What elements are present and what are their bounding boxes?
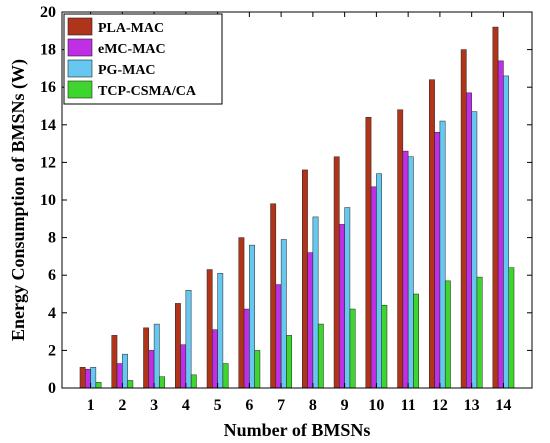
legend-entry: TCP-CSMA/CA [98,84,197,99]
bar-emc-mac-12 [434,132,441,389]
bar-pla-mac-7 [270,203,277,389]
bar-tcp-csma-ca-12 [444,280,451,389]
y-tick-label: 18 [40,42,56,59]
y-tick-label: 0 [48,380,56,397]
legend-entry: eMC-MAC [98,42,166,57]
y-tick-label: 2 [48,342,56,359]
bar-emc-mac-11 [402,150,409,389]
bar-pg-mac-12 [439,120,446,389]
y-tick-label: 14 [40,117,56,134]
bar-pla-mac-13 [460,49,467,389]
x-tick-label: 1 [87,397,95,414]
bar-emc-mac-4 [180,344,187,389]
bar-tcp-csma-ca-2 [127,380,134,389]
x-tick-label: 12 [432,397,448,414]
bar-emc-mac-2 [116,363,123,389]
x-tick-label: 4 [182,397,190,414]
bar-emc-mac-14 [497,60,504,389]
bar-tcp-csma-ca-10 [381,305,388,389]
bar-pla-mac-5 [206,269,213,389]
x-tick-label: 3 [150,397,158,414]
bar-emc-mac-3 [148,350,155,389]
bar-pla-mac-11 [397,109,404,389]
x-tick-label: 8 [309,397,317,414]
legend-swatch [67,38,93,57]
bar-pg-mac-1 [90,367,97,389]
legend-swatch [67,59,93,78]
y-tick-label: 20 [40,4,56,21]
bar-pla-mac-1 [79,367,86,389]
y-tick-label: 16 [40,79,56,96]
bar-tcp-csma-ca-8 [317,323,324,389]
bar-pg-mac-2 [122,353,128,389]
x-tick-label: 6 [245,397,253,414]
x-tick-label: 11 [401,397,416,414]
y-axis-label: Energy Consumption of BMSNs (W) [8,59,29,341]
bar-emc-mac-1 [85,368,91,389]
bar-pg-mac-14 [503,75,509,389]
legend: PLA-MAC eMC-MAC PG-MAC TCP-CSMA/CA [63,13,223,105]
y-tick-label: 12 [40,154,56,171]
bar-pla-mac-8 [302,169,308,389]
bar-pg-mac-6 [249,244,255,389]
bar-tcp-csma-ca-14 [508,267,515,389]
bar-pla-mac-10 [365,117,372,389]
plot-frame [61,11,533,389]
bar-tcp-csma-ca-1 [95,382,102,389]
bar-pg-mac-3 [153,323,160,389]
bar-tcp-csma-ca-11 [413,293,420,389]
x-tick-label: 10 [368,397,384,414]
bar-emc-mac-6 [243,308,250,389]
bar-pla-mac-9 [333,156,340,389]
bar-pg-mac-11 [407,156,414,389]
legend-entry: PG-MAC [98,63,156,78]
x-tick-label: 5 [214,397,222,414]
bar-emc-mac-9 [339,224,345,389]
x-tick-label: 7 [277,397,285,414]
y-tick-label: 8 [48,230,56,247]
legend-entry: PLA-MAC [98,21,164,36]
bar-tcp-csma-ca-4 [190,374,197,389]
legend-swatch [67,80,93,99]
bar-emc-mac-13 [466,92,472,389]
bar-pla-mac-2 [111,335,118,389]
legend-swatch [67,17,93,36]
y-tick-label: 4 [48,305,56,322]
bar-pla-mac-3 [143,327,150,389]
bar-emc-mac-10 [370,186,377,389]
x-axis-ticks: 1 2 3 4 5 6 7 8 9 10 11 12 13 14 [87,12,511,414]
bar-pla-mac-12 [429,79,435,389]
bar-pla-mac-14 [492,26,499,389]
bar-pg-mac-8 [312,216,319,389]
bar-pg-mac-5 [217,273,224,389]
x-tick-label: 9 [341,397,349,414]
bar-pg-mac-13 [471,111,478,389]
x-tick-label: 2 [118,397,126,414]
bar-emc-mac-5 [212,329,218,389]
x-tick-label: 13 [464,397,480,414]
y-tick-label: 6 [48,267,56,284]
bar-tcp-csma-ca-9 [349,308,356,389]
bar-pg-mac-9 [344,207,351,389]
bar-emc-mac-8 [307,252,314,389]
bar-pla-mac-4 [175,303,181,389]
bar-emc-mac-7 [275,284,282,389]
bar-pg-mac-7 [280,239,287,389]
bar-pg-mac-10 [376,173,382,389]
x-tick-label: 14 [495,397,511,414]
bar-tcp-csma-ca-7 [286,335,292,389]
x-axis-label: Number of BMSNs [224,420,371,440]
bar-tcp-csma-ca-3 [159,376,165,389]
bar-pg-mac-4 [185,289,192,389]
bar-tcp-csma-ca-13 [476,276,483,389]
bar-pla-mac-6 [238,237,245,389]
y-tick-label: 10 [40,192,56,209]
bar-tcp-csma-ca-6 [254,350,261,389]
bar-tcp-csma-ca-5 [222,363,229,389]
